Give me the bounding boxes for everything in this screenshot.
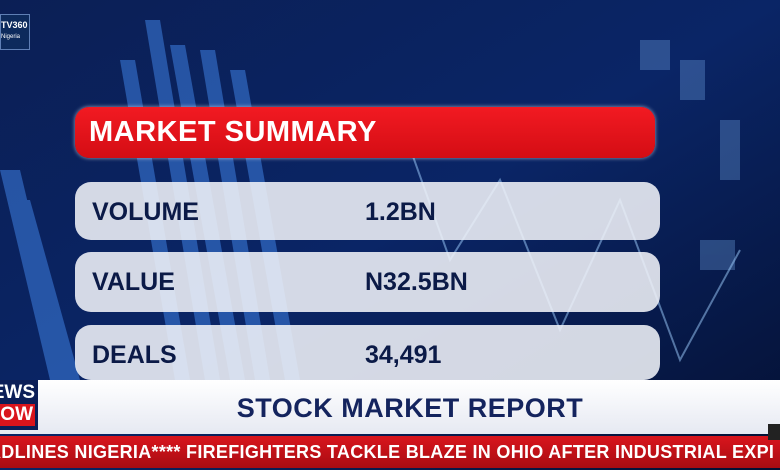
summary-row: VALUE N32.5BN (75, 252, 660, 312)
panel-title: MARKET SUMMARY (89, 116, 377, 148)
row-value: 1.2BN (365, 198, 436, 226)
channel-logo: TV360 Nigeria (0, 14, 30, 50)
corner-box (768, 424, 780, 440)
row-label: DEALS (92, 341, 177, 369)
summary-row: VOLUME 1.2BN (75, 182, 660, 240)
row-value: 34,491 (365, 341, 442, 369)
lower-banner: STOCK MARKET REPORT (0, 380, 780, 434)
news-ticker: ADLINES NIGERIA**** FIREFIGHTERS TACKLE … (0, 436, 780, 468)
row-label: VALUE (92, 268, 175, 296)
logo-subtitle: Nigeria (1, 34, 21, 40)
panel-header: MARKET SUMMARY (75, 107, 655, 158)
news-badge: NEWS NOW (0, 380, 38, 430)
row-value: N32.5BN (365, 268, 468, 296)
summary-row: DEALS 34,491 (75, 325, 660, 380)
banner-title: STOCK MARKET REPORT (236, 393, 584, 423)
logo-title: TV360 (1, 20, 28, 30)
row-label: VOLUME (92, 198, 199, 226)
badge-word: NOW (0, 404, 35, 426)
ticker-text: ADLINES NIGERIA**** FIREFIGHTERS TACKLE … (0, 442, 775, 462)
badge-word: NEWS (0, 382, 35, 403)
